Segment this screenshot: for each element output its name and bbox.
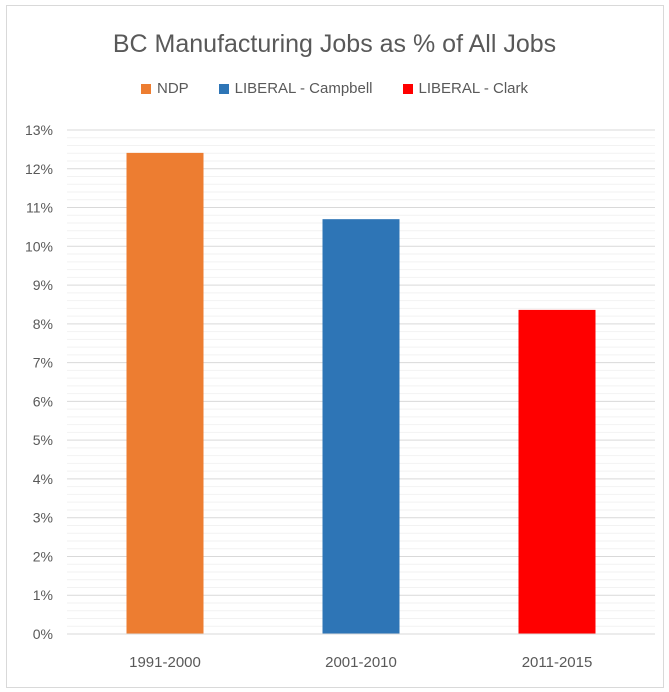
legend-item: LIBERAL - Campbell [218, 80, 373, 97]
legend-label: LIBERAL - Campbell [234, 80, 373, 97]
y-tick-label: 3% [33, 510, 53, 526]
legend-swatch [402, 83, 413, 94]
y-tick-label: 2% [33, 548, 53, 564]
y-tick-label: 1% [33, 587, 53, 603]
bar-ndp [126, 152, 204, 634]
y-tick-label: 6% [33, 393, 53, 409]
y-tick-label: 10% [25, 238, 53, 254]
x-tick-label: 2011-2015 [522, 654, 593, 671]
legend-swatch [141, 83, 151, 94]
y-tick-label: 8% [33, 316, 53, 332]
legend-label: LIBERAL - Clark [418, 80, 528, 97]
bar-liberal-clark [518, 309, 596, 634]
y-tick-label: 5% [33, 432, 53, 448]
chart-title: BC Manufacturing Jobs as % of All Jobs [112, 30, 557, 58]
legend: NDP LIBERAL - Campbell LIBERAL - Clark [0, 80, 669, 97]
legend-swatch [218, 83, 229, 94]
y-tick-label: 9% [33, 277, 53, 293]
x-tick-label: 1991-2000 [129, 654, 201, 671]
bar-liberal-campbell [322, 219, 400, 634]
legend-item: LIBERAL - Clark [402, 80, 528, 97]
x-tick-label: 2001-2010 [325, 654, 397, 671]
y-tick-label: 11% [26, 200, 53, 216]
y-tick-label: 0% [33, 626, 53, 642]
y-tick-label: 4% [33, 471, 53, 487]
legend-label: NDP [157, 80, 189, 97]
y-tick-label: 12% [25, 161, 53, 177]
y-tick-label: 13% [25, 122, 53, 138]
y-tick-label: 7% [33, 355, 53, 371]
legend-item: NDP [141, 80, 189, 97]
